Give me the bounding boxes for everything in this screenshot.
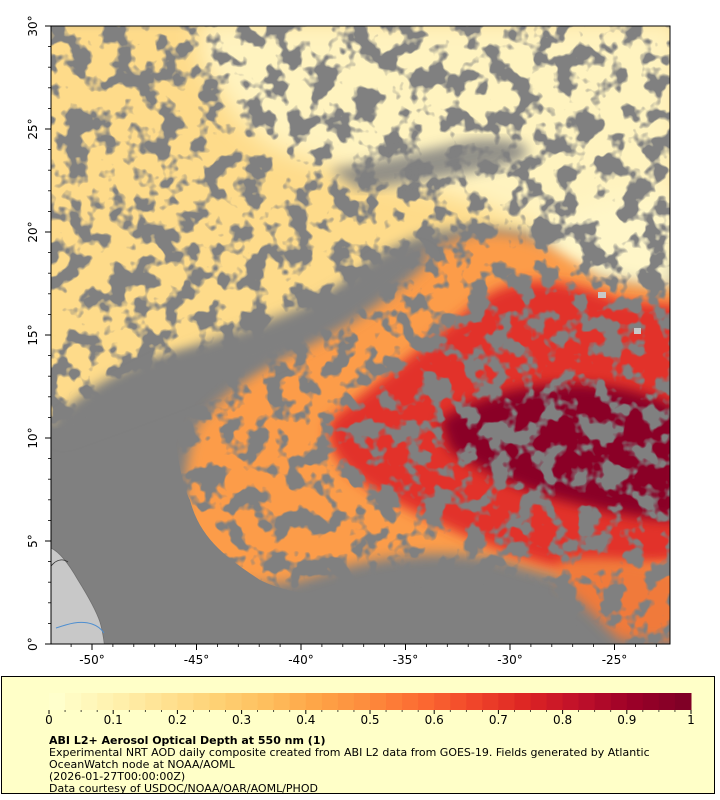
colorbar-swatch (242, 693, 259, 710)
legend-text: ABI L2+ Aerosol Optical Depth at 550 nm … (49, 735, 689, 795)
colorbar-swatch (97, 693, 114, 710)
colorbar-swatches (49, 693, 692, 710)
colorbar-tick-label: 0.7 (489, 713, 508, 727)
lon-tick-label: -40° (288, 653, 314, 667)
colorbar-swatch (65, 693, 82, 710)
lat-tick-label: 20° (26, 221, 40, 242)
colorbar-swatch (627, 693, 644, 710)
colorbar-swatch (611, 693, 628, 710)
colorbar: 0 0.1 0.2 0.3 0.4 0.5 0.6 0.7 0.8 0.9 1 (2, 677, 716, 737)
lat-tick-label: 30° (26, 15, 40, 36)
colorbar-swatch (498, 693, 515, 710)
colorbar-tick-label: 0.6 (425, 713, 444, 727)
lat-tick-label: 25° (26, 118, 40, 139)
colorbar-tick-label: 0 (45, 713, 53, 727)
colorbar-swatch (434, 693, 451, 710)
lat-tick-label: 0° (26, 637, 40, 651)
colorbar-swatch (370, 693, 387, 710)
colorbar-swatch (402, 693, 419, 710)
colorbar-tick-label: 1 (687, 713, 695, 727)
colorbar-swatch (306, 693, 323, 710)
colorbar-tick-label: 0.9 (617, 713, 636, 727)
map-figure: -50° -45° -40° -35° -30° -25° 0° 5° 10° 15° 20° 25… (0, 0, 720, 670)
colorbar-swatch (643, 693, 660, 710)
colorbar-swatch (418, 693, 435, 710)
colorbar-swatch (466, 693, 483, 710)
colorbar-tick-label: 0.4 (296, 713, 315, 727)
lat-tick-label: 10° (26, 427, 40, 448)
colorbar-swatch (482, 693, 499, 710)
colorbar-tick-label: 0.1 (104, 713, 123, 727)
colorbar-swatch (338, 693, 355, 710)
colorbar-swatch (450, 693, 467, 710)
colorbar-tick-label: 0.8 (553, 713, 572, 727)
colorbar-tick-label: 0.3 (232, 713, 251, 727)
lon-tick-label: -25° (602, 653, 628, 667)
lat-tick-label: 15° (26, 324, 40, 345)
colorbar-swatch (531, 693, 548, 710)
colorbar-swatch (177, 693, 194, 710)
island-speck (634, 328, 641, 334)
longitude-axis: -50° -45° -40° -35° -30° -25° (71, 644, 656, 667)
colorbar-swatch (354, 693, 371, 710)
colorbar-swatch (563, 693, 580, 710)
lon-tick-label: -30° (497, 653, 523, 667)
colorbar-swatch (386, 693, 403, 710)
colorbar-swatch (193, 693, 210, 710)
colorbar-swatch (595, 693, 612, 710)
colorbar-swatch (145, 693, 162, 710)
lat-tick-label: 5° (26, 534, 40, 548)
aod-field (40, 20, 680, 650)
colorbar-swatch (514, 693, 531, 710)
colorbar-ticks: 0 0.1 0.2 0.3 0.4 0.5 0.6 0.7 0.8 0.9 1 (45, 710, 695, 727)
colorbar-swatch (129, 693, 146, 710)
colorbar-swatch (675, 693, 692, 710)
colorbar-swatch (49, 693, 66, 710)
latitude-axis: 0° 5° 10° 15° 20° 25° 30° (26, 15, 51, 650)
colorbar-swatch (659, 693, 676, 710)
colorbar-swatch (113, 693, 130, 710)
colorbar-swatch (258, 693, 275, 710)
lon-tick-label: -50° (79, 653, 105, 667)
colorbar-swatch (161, 693, 178, 710)
lon-tick-label: -45° (184, 653, 210, 667)
lon-tick-label: -35° (393, 653, 419, 667)
colorbar-swatch (81, 693, 98, 710)
colorbar-swatch (322, 693, 339, 710)
colorbar-tick-label: 0.2 (168, 713, 187, 727)
colorbar-swatch (547, 693, 564, 710)
legend-panel: 0 0.1 0.2 0.3 0.4 0.5 0.6 0.7 0.8 0.9 1 ABI L2+ Ae… (1, 676, 715, 794)
colorbar-swatch (210, 693, 227, 710)
colorbar-swatch (290, 693, 307, 710)
colorbar-swatch (579, 693, 596, 710)
colorbar-swatch (274, 693, 291, 710)
legend-credit: Data courtesy of USDOC/NOAA/OAR/AOML/PHO… (49, 783, 689, 795)
colorbar-swatch (226, 693, 243, 710)
island-speck (598, 292, 606, 298)
colorbar-tick-label: 0.5 (360, 713, 379, 727)
